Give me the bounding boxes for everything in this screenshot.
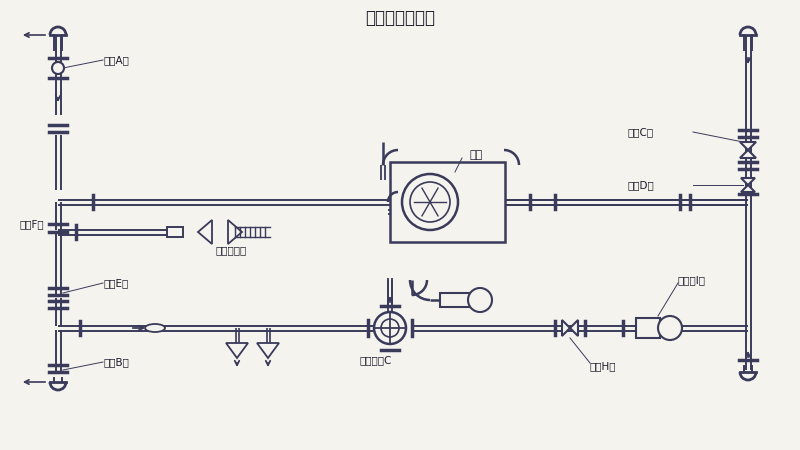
Ellipse shape xyxy=(145,324,165,332)
Circle shape xyxy=(402,174,458,230)
Text: 洒水炮出口: 洒水炮出口 xyxy=(215,245,246,255)
Circle shape xyxy=(658,316,682,340)
Polygon shape xyxy=(570,320,578,336)
Text: 三通球阀C: 三通球阀C xyxy=(360,355,392,365)
Text: 消防栓I关: 消防栓I关 xyxy=(678,275,706,285)
Polygon shape xyxy=(562,320,570,336)
Bar xyxy=(440,293,470,307)
Text: 球阀C开: 球阀C开 xyxy=(628,127,654,137)
Text: 水泵: 水泵 xyxy=(470,150,483,160)
Text: 球阀H关: 球阀H关 xyxy=(590,361,617,371)
Circle shape xyxy=(468,288,492,312)
Polygon shape xyxy=(740,150,756,158)
Bar xyxy=(390,162,505,242)
Circle shape xyxy=(374,312,406,344)
Polygon shape xyxy=(741,185,755,192)
Bar xyxy=(167,227,183,237)
Polygon shape xyxy=(741,178,755,185)
Text: 球阀D开: 球阀D开 xyxy=(628,180,654,190)
Polygon shape xyxy=(228,220,242,244)
Circle shape xyxy=(52,62,64,74)
Bar xyxy=(636,318,660,338)
Polygon shape xyxy=(740,142,756,150)
Text: 球阀A开: 球阀A开 xyxy=(104,55,130,65)
Polygon shape xyxy=(226,343,248,358)
Text: 球阀F关: 球阀F关 xyxy=(20,219,45,229)
Text: 球阀B开: 球阀B开 xyxy=(104,357,130,367)
Text: 洒水、浇灌花木: 洒水、浇灌花木 xyxy=(365,9,435,27)
Polygon shape xyxy=(198,220,212,244)
Text: 球阀E开: 球阀E开 xyxy=(104,278,130,288)
Polygon shape xyxy=(257,343,279,358)
